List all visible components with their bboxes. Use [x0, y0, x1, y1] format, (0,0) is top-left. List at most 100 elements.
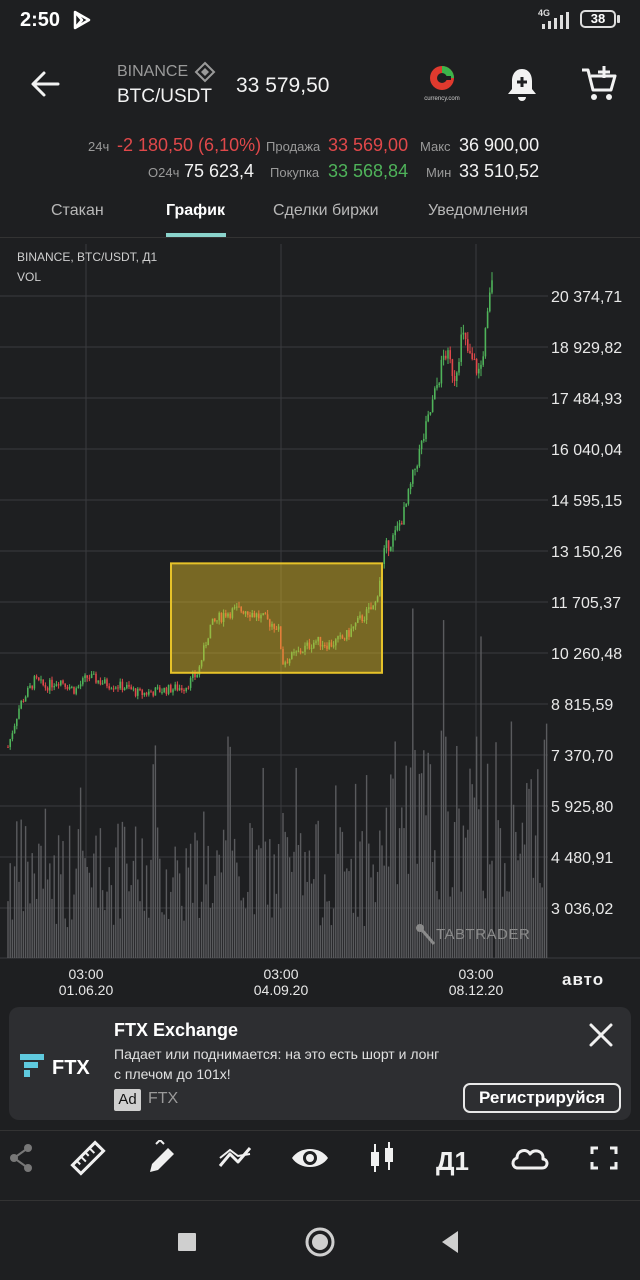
timeframe-selector[interactable]: Д1: [436, 1146, 469, 1176]
add-to-cart-icon[interactable]: [579, 64, 619, 104]
volume-bar: [299, 833, 302, 958]
volume-bar: [478, 809, 480, 958]
register-button[interactable]: Регистрируйся: [463, 1083, 621, 1113]
volume-bar: [218, 854, 220, 958]
volume-bar: [255, 849, 258, 958]
share-icon[interactable]: [0, 1140, 40, 1176]
volume-bar: [264, 841, 267, 958]
tab-trades[interactable]: Сделки биржи: [273, 202, 379, 219]
candle-body: [280, 626, 282, 649]
candle-body: [11, 733, 14, 740]
network-type: 4G: [538, 8, 551, 18]
volume-bar: [189, 843, 192, 958]
sell-label: Продажа: [266, 139, 321, 154]
candle-body: [392, 535, 394, 547]
tab-chart[interactable]: График: [166, 202, 225, 219]
close-icon[interactable]: [586, 1020, 616, 1050]
candle-body: [46, 687, 49, 691]
tab-order-book[interactable]: Стакан: [51, 202, 104, 219]
candle-body: [427, 414, 429, 422]
volume-bar: [38, 843, 40, 958]
candle-body: [170, 684, 172, 693]
candle-body: [115, 687, 117, 689]
currency-com-logo-icon[interactable]: [414, 62, 470, 106]
indicators-icon[interactable]: [216, 1140, 256, 1176]
y-tick-label: 4 480,91: [551, 850, 613, 867]
fullscreen-icon[interactable]: [584, 1140, 624, 1176]
volume-bar: [337, 853, 339, 958]
home-icon[interactable]: [304, 1226, 336, 1258]
candle-body: [24, 696, 27, 702]
volume-bar: [62, 841, 64, 958]
volume-bar: [491, 860, 493, 958]
candle-body: [385, 540, 388, 549]
volume-bar: [159, 858, 161, 958]
volume-bar: [458, 808, 460, 958]
volume-bar: [376, 871, 379, 958]
candle-body: [398, 523, 401, 526]
volume-bar: [271, 917, 273, 958]
candle-body: [148, 691, 150, 695]
candle-body: [420, 440, 423, 449]
candle-body: [326, 645, 328, 649]
candle-body: [231, 608, 234, 618]
volume-bar: [499, 828, 502, 958]
candle-body: [40, 679, 42, 681]
candle-body: [299, 650, 302, 653]
volume-bar: [324, 874, 326, 958]
candle-body: [121, 681, 124, 691]
ad-title[interactable]: FTX Exchange: [114, 1020, 239, 1040]
volume-bar: [295, 767, 297, 958]
volume-bar: [84, 858, 86, 958]
pencil-icon[interactable]: [142, 1140, 182, 1176]
status-bar: 2:50 4G 38: [0, 0, 640, 40]
cloud-icon[interactable]: [508, 1140, 552, 1176]
volume-bar: [156, 827, 159, 958]
volume-bar: [29, 903, 31, 958]
candle-body: [211, 618, 214, 625]
candle-body: [429, 412, 432, 415]
pair-name[interactable]: BTC/USDT: [117, 86, 212, 107]
price-chart[interactable]: 20 374,71 18 929,82 17 484,93 16 040,04 14 5…: [0, 238, 640, 1000]
candle-body: [361, 615, 363, 621]
candle-body: [416, 466, 418, 469]
highlight-rectangle[interactable]: [170, 562, 383, 674]
candle-body: [20, 700, 22, 709]
volume-bar: [60, 874, 62, 958]
candle-body: [260, 615, 262, 619]
volume-bar: [414, 749, 416, 958]
volume-bar: [49, 863, 51, 958]
volume-bar: [93, 853, 95, 958]
volume-bar: [517, 860, 519, 958]
recent-apps-icon[interactable]: [176, 1231, 198, 1253]
x-tick-3: 03:00 08.12.20: [436, 966, 516, 998]
volume-bar: [176, 860, 179, 958]
back-nav-icon[interactable]: [438, 1229, 462, 1255]
candle-body: [251, 613, 253, 617]
candle-body: [262, 613, 264, 616]
watermark-text: TABTRADER: [436, 926, 531, 943]
candle-body: [284, 662, 286, 665]
candle-body: [143, 692, 146, 696]
y-tick-label: 18 929,82: [551, 340, 622, 357]
x-tick-3-time: 03:00: [458, 966, 494, 982]
candles-icon[interactable]: [362, 1140, 402, 1176]
back-arrow-icon[interactable]: [26, 64, 66, 104]
volume-bar: [357, 916, 359, 958]
auto-scale-button[interactable]: авто: [562, 970, 605, 989]
volume-bar: [480, 636, 482, 958]
volume-bar: [403, 828, 405, 958]
add-alert-bell-icon[interactable]: [504, 66, 540, 104]
tab-notifications[interactable]: Уведомления: [428, 202, 529, 219]
volume-bar: [363, 925, 366, 958]
volume-bar: [115, 847, 117, 958]
ad-banner[interactable]: [9, 1007, 631, 1120]
volume-bar: [154, 745, 157, 958]
eye-icon[interactable]: [290, 1140, 330, 1176]
change-24h-label: 24ч: [88, 139, 110, 154]
volume-bar: [545, 723, 548, 958]
ruler-icon[interactable]: [68, 1140, 108, 1176]
volume-bar: [99, 828, 102, 958]
volume-bar: [150, 859, 152, 958]
volume-bar: [407, 873, 410, 958]
